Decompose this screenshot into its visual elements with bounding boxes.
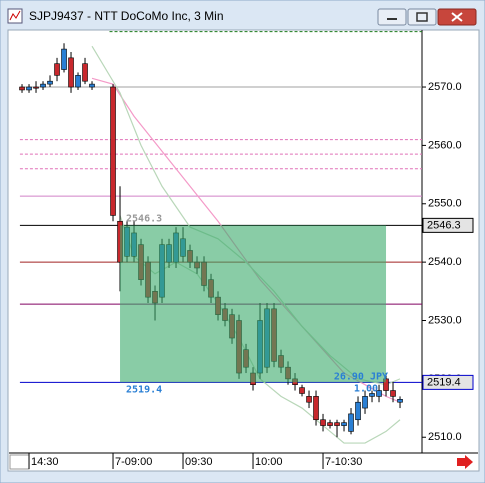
candle-body bbox=[19, 86, 25, 91]
x-tick-label: 7-09:00 bbox=[115, 456, 152, 468]
x-tick-label: 10:00 bbox=[255, 456, 283, 468]
candle-body bbox=[40, 83, 46, 88]
box-top-label: 2546.3 bbox=[126, 213, 162, 224]
candle-body bbox=[82, 63, 88, 82]
price-tag-label: 2546.3 bbox=[427, 219, 461, 231]
maximize-button[interactable] bbox=[407, 8, 437, 26]
candle-body bbox=[362, 396, 368, 409]
candle-body bbox=[320, 419, 326, 426]
x-tick-label: 09:30 bbox=[185, 456, 213, 468]
price-tag bbox=[422, 217, 474, 233]
y-tick-label: 2550.0 bbox=[428, 198, 462, 210]
y-tick-label: 2510.0 bbox=[428, 431, 462, 443]
candle-body bbox=[54, 63, 60, 76]
candle-body bbox=[313, 396, 319, 421]
window-title: SJPJ9437 - NTT DoCoMo Inc, 3 Min bbox=[29, 9, 224, 23]
y-tick-label: 2570.0 bbox=[428, 81, 462, 93]
maximize-glyph bbox=[416, 12, 428, 22]
scroll-box[interactable] bbox=[9, 454, 30, 470]
candle-body bbox=[26, 86, 32, 91]
candle-body bbox=[110, 86, 116, 216]
candle-body bbox=[75, 75, 81, 88]
candle-body bbox=[334, 422, 340, 426]
candle-body bbox=[68, 57, 74, 88]
candle-body bbox=[47, 80, 53, 85]
price-tag bbox=[422, 374, 474, 390]
candle-body bbox=[376, 390, 382, 397]
app-icon-glyph bbox=[9, 10, 21, 21]
x-tick-label: 7-10:30 bbox=[325, 456, 362, 468]
x-tick-label: 14:30 bbox=[31, 456, 59, 468]
candle-body bbox=[33, 86, 39, 89]
candle-body bbox=[397, 399, 403, 403]
box-ratio-label: 1.00 bbox=[354, 383, 378, 394]
candle-body bbox=[61, 48, 67, 70]
candle-body bbox=[299, 387, 305, 394]
y-tick-label: 2560.0 bbox=[428, 139, 462, 151]
y-tick-label: 2540.0 bbox=[428, 256, 462, 268]
price-tag-label: 2519.4 bbox=[427, 376, 461, 388]
box-bottom-label: 2519.4 bbox=[126, 384, 162, 395]
y-tick-label: 2530.0 bbox=[428, 314, 462, 326]
candle-body bbox=[89, 83, 95, 88]
candle-body bbox=[390, 390, 396, 397]
candle-body bbox=[355, 401, 361, 421]
scroll-arrow[interactable] bbox=[457, 455, 473, 469]
minimize-button[interactable] bbox=[377, 8, 407, 26]
candle-body bbox=[348, 413, 354, 432]
measure-box bbox=[120, 225, 387, 383]
candle-body bbox=[327, 422, 333, 426]
candle-body bbox=[341, 422, 347, 426]
plot: 2510.02520.02530.02540.02550.02560.02570… bbox=[19, 31, 474, 469]
candle-body bbox=[306, 396, 312, 403]
candle-body bbox=[369, 393, 375, 397]
close-glyph bbox=[451, 12, 463, 22]
box-measure-label: 26.90 JPY bbox=[334, 371, 388, 382]
